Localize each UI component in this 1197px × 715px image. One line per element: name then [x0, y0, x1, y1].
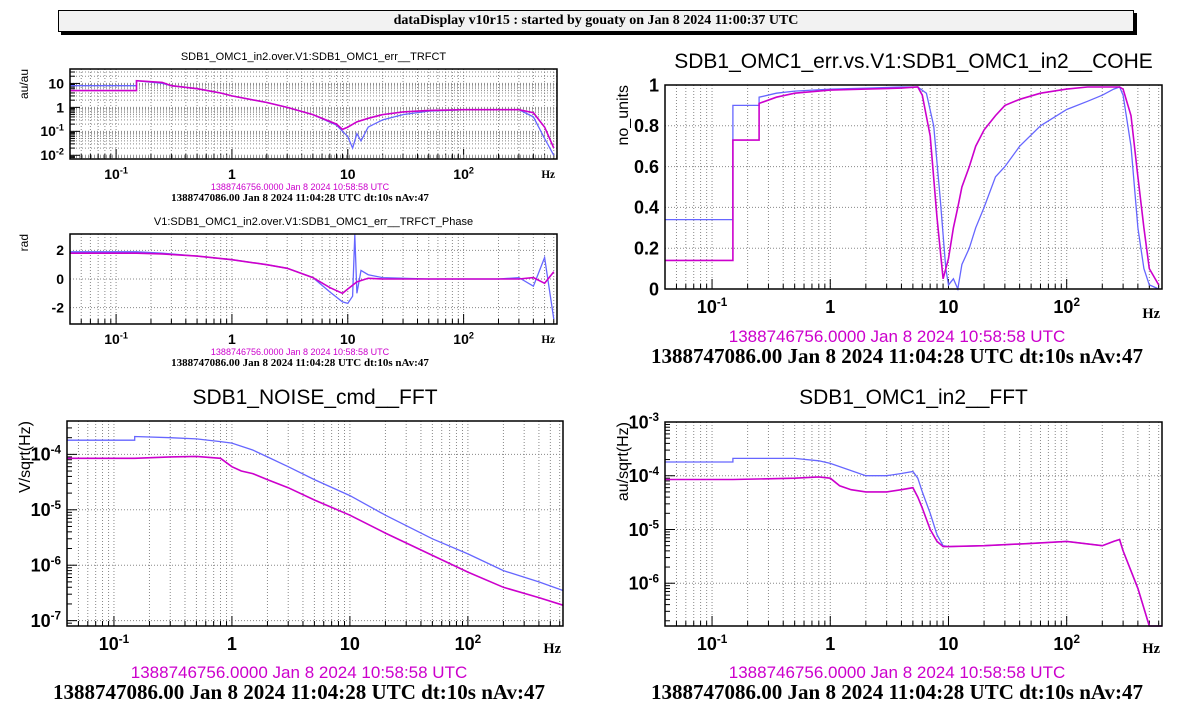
y-tick-label: 10-3	[629, 411, 660, 432]
y-tick-label: 10-1	[40, 123, 64, 140]
series-line-current	[67, 455, 564, 606]
x-tick-label: 10	[340, 634, 360, 654]
x-tick-label: 102	[1053, 633, 1080, 654]
series-line-current	[70, 79, 555, 149]
x-tick-label: 1	[825, 297, 835, 317]
x-tick-label: 102	[453, 165, 474, 182]
y-tick-label: 10-5	[629, 519, 660, 540]
x-axis-label: Hz	[541, 334, 555, 346]
x-tick-label: 1	[227, 634, 237, 654]
plot-frame	[69, 68, 558, 160]
y-tick-label: 10-2	[40, 147, 64, 164]
y-tick-label: 10-4	[629, 465, 660, 486]
y-tick-label: -2	[52, 300, 65, 316]
x-axis-label: Hz	[543, 641, 561, 657]
x-tick-label: 10	[938, 634, 958, 654]
x-tick-label: 10	[340, 331, 356, 347]
series-line-reference	[665, 86, 1159, 292]
plot-frame	[664, 421, 1163, 627]
y-tick-label: 10-7	[31, 610, 61, 631]
y-tick-label: 10	[48, 75, 64, 91]
chart-title: SDB1_OMC1_in2__FFT	[799, 386, 1028, 409]
plot-frame	[66, 420, 564, 627]
plot-frame	[664, 84, 1163, 290]
x-tick-label: 102	[1053, 296, 1080, 317]
y-tick-label: 0.6	[634, 157, 659, 177]
y-tick-label: 10-4	[31, 443, 62, 464]
app-banner: dataDisplay v10r15 : started by gouaty o…	[58, 10, 1134, 32]
x-tick-label: 102	[455, 633, 482, 654]
series-line-current	[665, 476, 1162, 627]
x-tick-label: 10-1	[104, 330, 128, 347]
x-axis-label: Hz	[1142, 641, 1160, 657]
y-axis-label: au/au	[17, 69, 31, 99]
current-timestamp: 1388747086.00 Jan 8 2024 11:04:28 UTC dt…	[171, 192, 429, 204]
banner-text: dataDisplay v10r15 : started by gouaty o…	[393, 13, 799, 28]
x-tick-label: 10-1	[104, 165, 128, 182]
y-tick-label: 10-5	[31, 499, 62, 520]
y-tick-label: 0.4	[634, 198, 659, 218]
y-tick-label: 10-6	[629, 572, 660, 593]
reference-timestamp: 1388746756.0000 Jan 8 2024 10:58:58 UTC	[729, 327, 1066, 346]
plot-frame	[69, 233, 558, 325]
y-axis-label: au/sqrt(Hz)	[615, 422, 632, 501]
current-timestamp: 1388747086.00 Jan 8 2024 11:04:28 UTC dt…	[53, 680, 545, 704]
x-tick-label: 1	[228, 331, 236, 347]
x-axis-label: Hz	[541, 169, 555, 181]
reference-timestamp: 1388746756.0000 Jan 8 2024 10:58:58 UTC	[729, 663, 1066, 682]
x-tick-label: 10	[938, 297, 958, 317]
y-tick-label: 1	[649, 75, 659, 95]
y-tick-label: 10-6	[31, 554, 62, 575]
y-tick-label: 0.8	[634, 116, 659, 136]
x-tick-label: 102	[453, 330, 474, 347]
series-line-current	[665, 86, 1160, 286]
y-tick-label: 0	[649, 279, 659, 299]
y-axis-label: no_units	[615, 85, 632, 146]
current-timestamp: 1388747086.00 Jan 8 2024 11:04:28 UTC dt…	[651, 680, 1143, 704]
x-tick-label: 1	[228, 166, 236, 182]
y-axis-label: rad	[17, 234, 31, 251]
y-tick-label: 0	[56, 271, 64, 287]
chart-title: SDB1_OMC1_err.vs.V1:SDB1_OMC1_in2__COHE	[674, 50, 1153, 73]
reference-timestamp: 1388746756.0000 Jan 8 2024 10:58:58 UTC	[211, 347, 390, 357]
chart-title: SDB1_OMC1_in2.over.V1:SDB1_OMC1_err__TRF…	[181, 51, 447, 63]
reference-timestamp: 1388746756.0000 Jan 8 2024 10:58:58 UTC	[131, 663, 468, 682]
chart-title: SDB1_NOISE_cmd__FFT	[192, 386, 437, 409]
y-axis-label: V/sqrt(Hz)	[17, 421, 34, 493]
x-tick-label: 10-1	[697, 633, 728, 654]
series-line-current	[70, 252, 555, 295]
x-tick-label: 1	[825, 634, 835, 654]
chart-title: V1:SDB1_OMC1_in2.over.V1:SDB1_OMC1_err__…	[154, 216, 473, 228]
reference-timestamp: 1388746756.0000 Jan 8 2024 10:58:58 UTC	[211, 182, 390, 192]
x-tick-label: 10-1	[99, 633, 130, 654]
x-tick-label: 10	[340, 166, 356, 182]
x-axis-label: Hz	[1142, 306, 1160, 322]
series-line-reference	[665, 457, 1162, 627]
current-timestamp: 1388747086.00 Jan 8 2024 11:04:28 UTC dt…	[651, 344, 1143, 368]
series-line-reference	[67, 435, 564, 592]
current-timestamp: 1388747086.00 Jan 8 2024 11:04:28 UTC dt…	[171, 357, 429, 369]
y-tick-label: 0.2	[634, 239, 659, 259]
x-tick-label: 10-1	[697, 296, 728, 317]
y-tick-label: 1	[56, 99, 64, 115]
y-tick-label: 2	[56, 242, 64, 258]
